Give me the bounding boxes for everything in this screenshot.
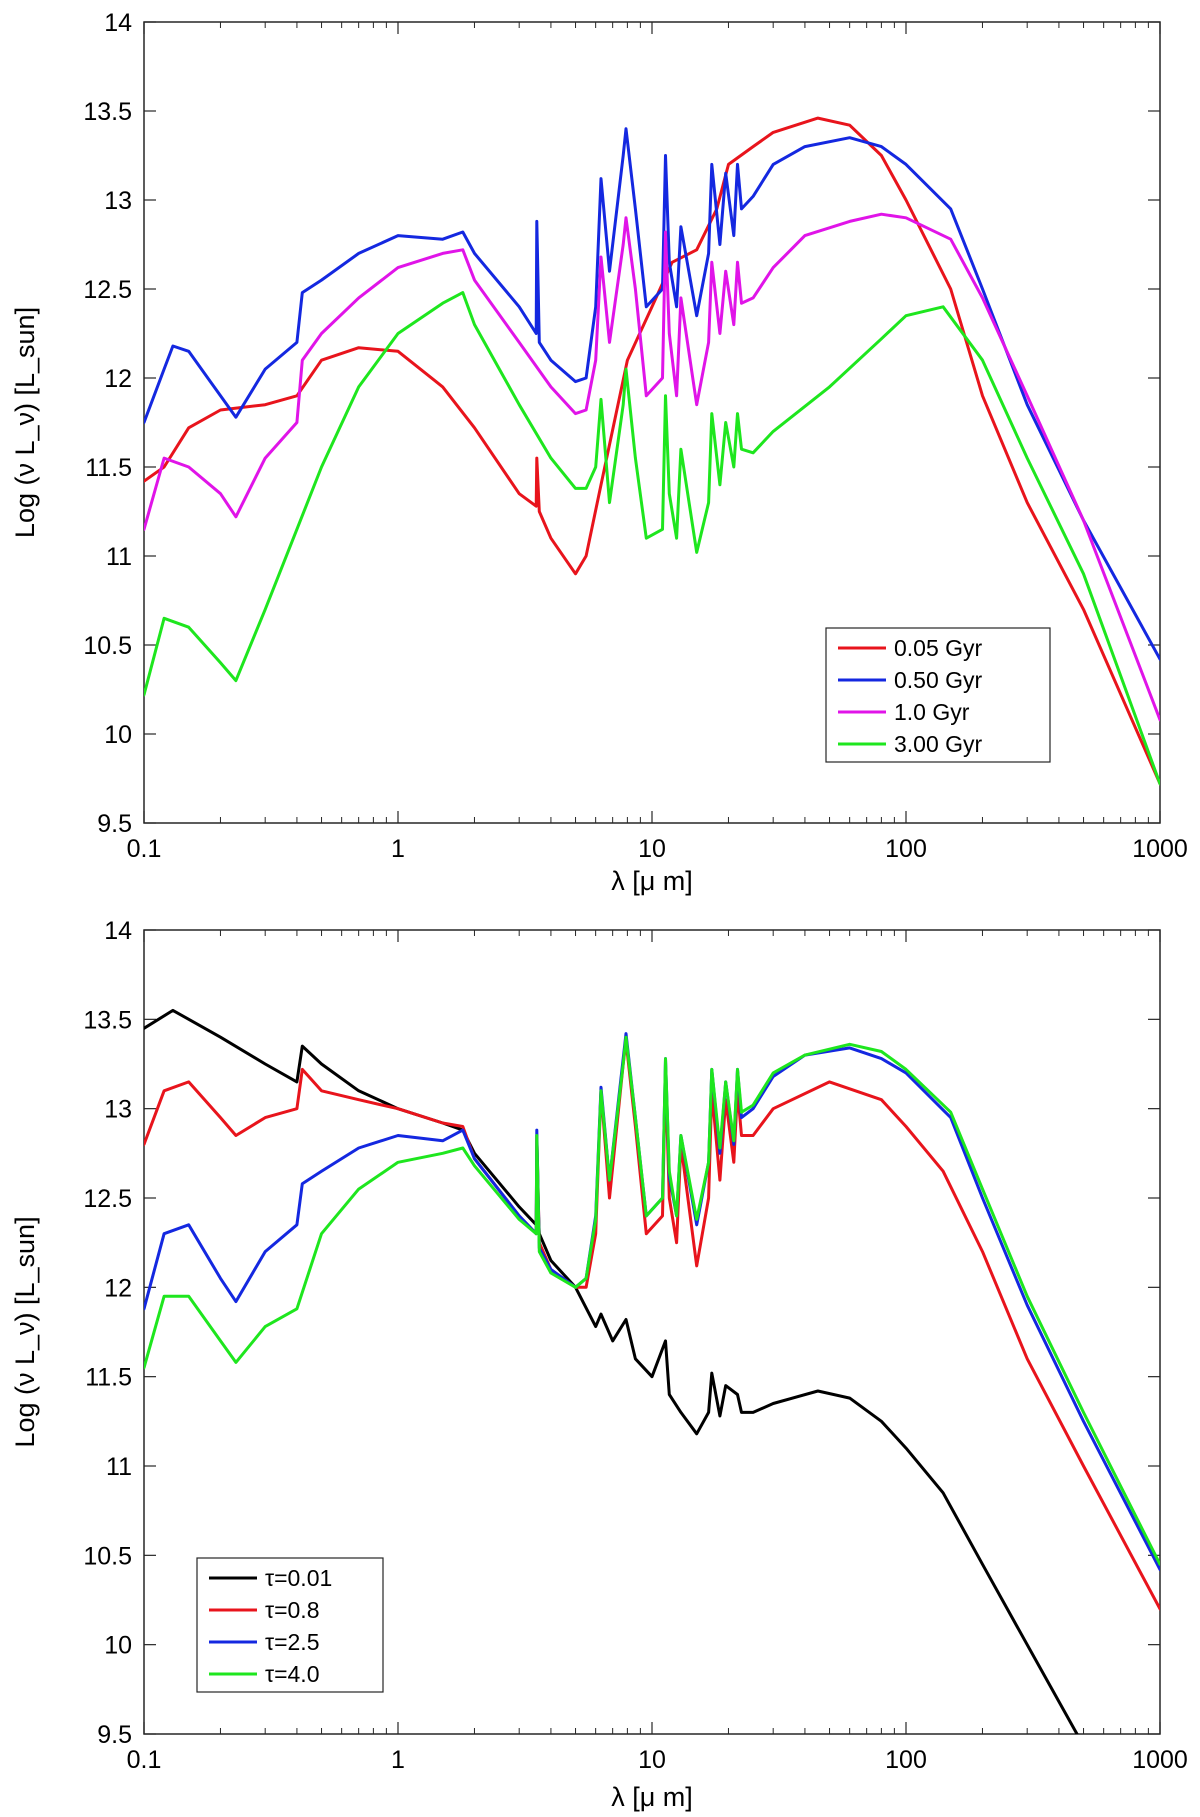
legend-label: 1.0 Gyr [894,699,970,725]
x-axis-label: λ [μ m] [611,866,693,896]
y-tick-label: 14 [104,9,132,37]
y-tick-label: 12 [104,365,132,393]
legend-label: 0.05 Gyr [894,635,983,661]
series-line-2 [144,212,1160,722]
y-tick-label: 14 [104,917,132,945]
legend-label: τ=0.01 [265,1565,332,1591]
x-tick-label: 1 [391,835,405,863]
legend-label: 3.00 Gyr [894,731,983,757]
y-tick-label: 11 [106,1453,132,1481]
legend-box [825,627,1051,763]
series-group [144,116,1160,786]
legend: 0.05 Gyr 0.50 Gyr 1.0 Gyr 3.00 Gyr [825,627,1051,763]
series-line-1 [144,1039,1160,1611]
y-tick-label: 13 [104,1096,132,1124]
y-tick-label: 12.5 [83,1185,132,1213]
y-tick-label: 13 [104,187,132,215]
legend-label: 0.50 Gyr [894,667,983,693]
series-line-1 [144,127,1160,661]
series-group [144,1008,1160,1734]
series-line-0 [144,116,1160,786]
x-tick-label: 1000 [1132,835,1188,863]
series-line-3 [144,1035,1160,1566]
legend-label: τ=2.5 [265,1629,320,1655]
x-tick-label: 1 [391,1746,405,1774]
y-tick-label: 9.5 [97,1721,132,1749]
y-tick-label: 11.5 [85,1364,132,1392]
legend-box [196,1557,384,1693]
x-tick-label: 10 [638,1746,666,1774]
y-axis-label: Log (ν L_ν) [L_sun] [10,1216,40,1447]
series-line-2 [144,1032,1160,1572]
x-axis-label: λ [μ m] [611,1782,693,1812]
top-panel: 0.1 1 10 100 1000 9.5 10 10.5 11 11.5 12 12.5 13 13.5… [10,9,1188,896]
legend-label: τ=4.0 [265,1661,320,1687]
y-axis-label: Log (ν L_ν) [L_sun] [10,307,40,538]
x-tick-label: 10 [638,835,666,863]
series-line-0 [144,1008,1079,1734]
y-tick-label: 13.5 [83,1006,132,1034]
y-tick-label: 11.5 [85,454,132,482]
y-tick-label: 10 [104,721,132,749]
y-tick-label: 10.5 [83,1542,132,1570]
legend-label: τ=0.8 [265,1597,320,1623]
y-tick-label: 10.5 [83,632,132,660]
y-tick-label: 13.5 [83,98,132,126]
legend: τ=0.01 τ=0.8 τ=2.5 τ=4.0 [196,1557,384,1693]
x-tick-label: 100 [885,835,927,863]
y-tick-label: 9.5 [97,810,132,838]
x-tick-label: 0.1 [127,835,162,863]
y-tick-label: 11 [106,543,132,571]
y-tick-label: 12 [104,1274,132,1302]
series-line-3 [144,291,1160,786]
x-tick-label: 100 [885,1746,927,1774]
x-tick-label: 0.1 [127,1746,162,1774]
x-tick-label: 1000 [1132,1746,1188,1774]
y-tick-label: 10 [104,1632,132,1660]
y-tick-label: 12.5 [83,276,132,304]
bottom-panel: 0.1 1 10 100 1000 9.5 10 10.5 11 11.5 12 12.5 13 13.5… [10,917,1188,1812]
